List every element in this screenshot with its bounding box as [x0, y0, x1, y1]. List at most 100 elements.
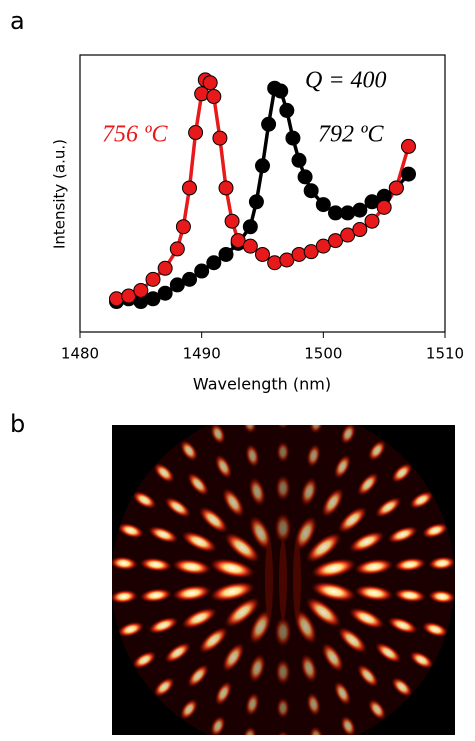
data-point [261, 116, 277, 132]
mode-lobe [340, 715, 357, 735]
series-label: 792 ºC [318, 122, 384, 148]
mode-lobe [276, 440, 290, 464]
data-point [273, 83, 289, 99]
mode-lobe [147, 525, 179, 544]
panel-label: b [10, 410, 25, 438]
data-point [352, 222, 368, 238]
mode-lobe [244, 691, 260, 717]
x-tick-label: 1480 [61, 345, 99, 363]
mode-lobe [248, 476, 266, 507]
data-point [285, 130, 301, 146]
data-point [291, 152, 307, 168]
mode-lobe [248, 608, 273, 645]
mode-lobe [421, 621, 449, 638]
mode-lobe [248, 515, 273, 552]
data-point [315, 197, 331, 213]
mode-lobe [387, 525, 419, 544]
mode-lobe [300, 476, 318, 507]
mode-lobe [321, 642, 345, 673]
mode-lobe [223, 596, 261, 628]
mode-lobe [353, 558, 395, 576]
panel-label: a [10, 7, 25, 35]
data-point [291, 246, 307, 262]
mode-lobe [214, 680, 233, 706]
mode-lobe [242, 726, 257, 735]
mode-lobe [305, 596, 342, 628]
mode-lobe [209, 425, 226, 445]
mode-lobe [337, 626, 368, 654]
data-point [202, 75, 218, 91]
mode-lobe [139, 588, 173, 603]
mode-lobe [198, 626, 229, 654]
mode-lobe [391, 676, 413, 698]
series-label: 756 ºC [102, 122, 168, 148]
data-point [401, 166, 416, 182]
data-point [133, 282, 149, 298]
data-point [242, 219, 258, 235]
annotation: Q = 400 [305, 68, 387, 94]
data-point [206, 89, 222, 105]
mode-lobe [179, 439, 199, 462]
mode-lobe [164, 641, 192, 664]
mode-lobe [198, 506, 229, 534]
mode-lobe [306, 692, 322, 717]
mode-lobe [112, 589, 139, 604]
mode-lobe [367, 439, 387, 462]
mode-disc [112, 425, 455, 735]
mode-lobe [131, 650, 157, 670]
data-point [297, 169, 313, 185]
data-point [145, 291, 161, 307]
mode-lobe [309, 425, 324, 435]
mode-lobe [367, 698, 387, 721]
mode-lobe [333, 680, 352, 706]
mode-lobe [300, 653, 318, 684]
data-point [182, 180, 197, 196]
data-point [218, 246, 234, 262]
x-tick-label: 1500 [304, 345, 342, 363]
mode-lobe [306, 443, 322, 468]
mode-lobe [186, 663, 210, 688]
data-point [109, 291, 124, 307]
mode-lobe [244, 443, 260, 469]
data-point [303, 244, 319, 260]
mode-lobe [305, 532, 342, 564]
data-point [248, 194, 264, 210]
mode-lobe [131, 490, 157, 510]
mode-lobe [117, 522, 145, 539]
data-point [230, 233, 246, 249]
data-point [242, 238, 258, 254]
data-point [218, 180, 234, 196]
mode-lobe [209, 558, 256, 579]
mode-lobe [164, 496, 192, 519]
data-point [188, 125, 204, 141]
mode-lobe [353, 584, 395, 602]
mode-lobe [274, 616, 292, 648]
data-point [279, 252, 295, 268]
data-point [206, 255, 222, 271]
mode-lobe [309, 725, 324, 735]
mode-lobe [393, 557, 427, 572]
mode-lobe [248, 653, 266, 684]
mode-lobe [310, 558, 357, 579]
data-point [157, 285, 173, 301]
mode-lobe [275, 658, 291, 686]
mode-lobe [139, 557, 173, 572]
mode-lobe [214, 454, 233, 480]
mode-lobe [223, 532, 261, 564]
data-point [175, 219, 191, 235]
mode-lobe [427, 589, 455, 604]
mode-lobe [310, 581, 357, 602]
data-point [388, 180, 404, 196]
mode-lobe [409, 490, 434, 510]
x-tick-label: 1490 [183, 345, 221, 363]
data-point [182, 271, 197, 287]
mode-lobe [348, 607, 385, 630]
data-point [157, 260, 173, 276]
mode-lobe [356, 472, 380, 497]
mode-lobe [276, 425, 290, 430]
data-point [376, 199, 392, 215]
mode-lobe [276, 696, 290, 720]
center-stripe [279, 540, 287, 620]
mode-lobe [153, 462, 175, 484]
